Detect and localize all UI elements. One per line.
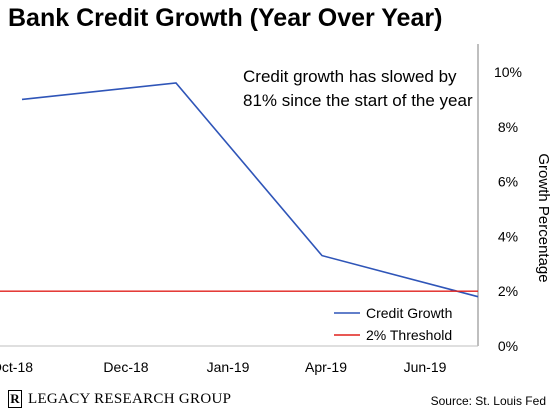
chart-title: Bank Credit Growth (Year Over Year) bbox=[8, 4, 443, 32]
y-tick-label: 4% bbox=[498, 228, 518, 244]
legend: Credit Growth 2% Threshold bbox=[334, 305, 452, 343]
y-tick-label: 10% bbox=[494, 64, 522, 80]
x-axis-ticks: Oct-18 Dec-18 Jan-19 Apr-19 Jun-19 bbox=[0, 359, 447, 375]
series-layer bbox=[0, 82, 479, 298]
y-tick-label: 2% bbox=[498, 283, 518, 299]
x-tick-label: Jun-19 bbox=[404, 359, 447, 375]
source-note: Source: St. Louis Fed bbox=[430, 394, 546, 408]
chart-annotation: Credit growth has slowed by 81% since the… bbox=[243, 67, 473, 110]
y-tick-label: 6% bbox=[498, 174, 518, 190]
legend-label: Credit Growth bbox=[366, 305, 452, 321]
y-tick-label: 8% bbox=[498, 119, 518, 135]
y-axis-ticks: 0% 2% 4% 6% 8% 10% bbox=[494, 64, 522, 354]
brand-logo: R LEGACY RESEARCH GROUP bbox=[8, 390, 231, 408]
plot-frame bbox=[0, 44, 479, 347]
legend-label: 2% Threshold bbox=[366, 327, 452, 343]
x-tick-label: Oct-18 bbox=[0, 359, 33, 375]
y-axis-label: Growth Percentage bbox=[535, 153, 552, 282]
brand-name: LEGACY RESEARCH GROUP bbox=[28, 390, 232, 407]
x-tick-label: Jan-19 bbox=[207, 359, 250, 375]
annotation-line: 81% since the start of the year bbox=[243, 91, 473, 110]
annotation-line: Credit growth has slowed by bbox=[243, 67, 457, 86]
logo-mark-icon: R bbox=[8, 390, 22, 408]
y-tick-label: 0% bbox=[498, 338, 518, 354]
x-tick-label: Dec-18 bbox=[103, 359, 148, 375]
series-line-credit-growth bbox=[21, 82, 479, 298]
line-chart: 0% 2% 4% 6% 8% 10% Oct-18 Dec-18 Jan-19 Apr-19 Ju… bbox=[0, 44, 552, 375]
x-tick-label: Apr-19 bbox=[305, 359, 347, 375]
